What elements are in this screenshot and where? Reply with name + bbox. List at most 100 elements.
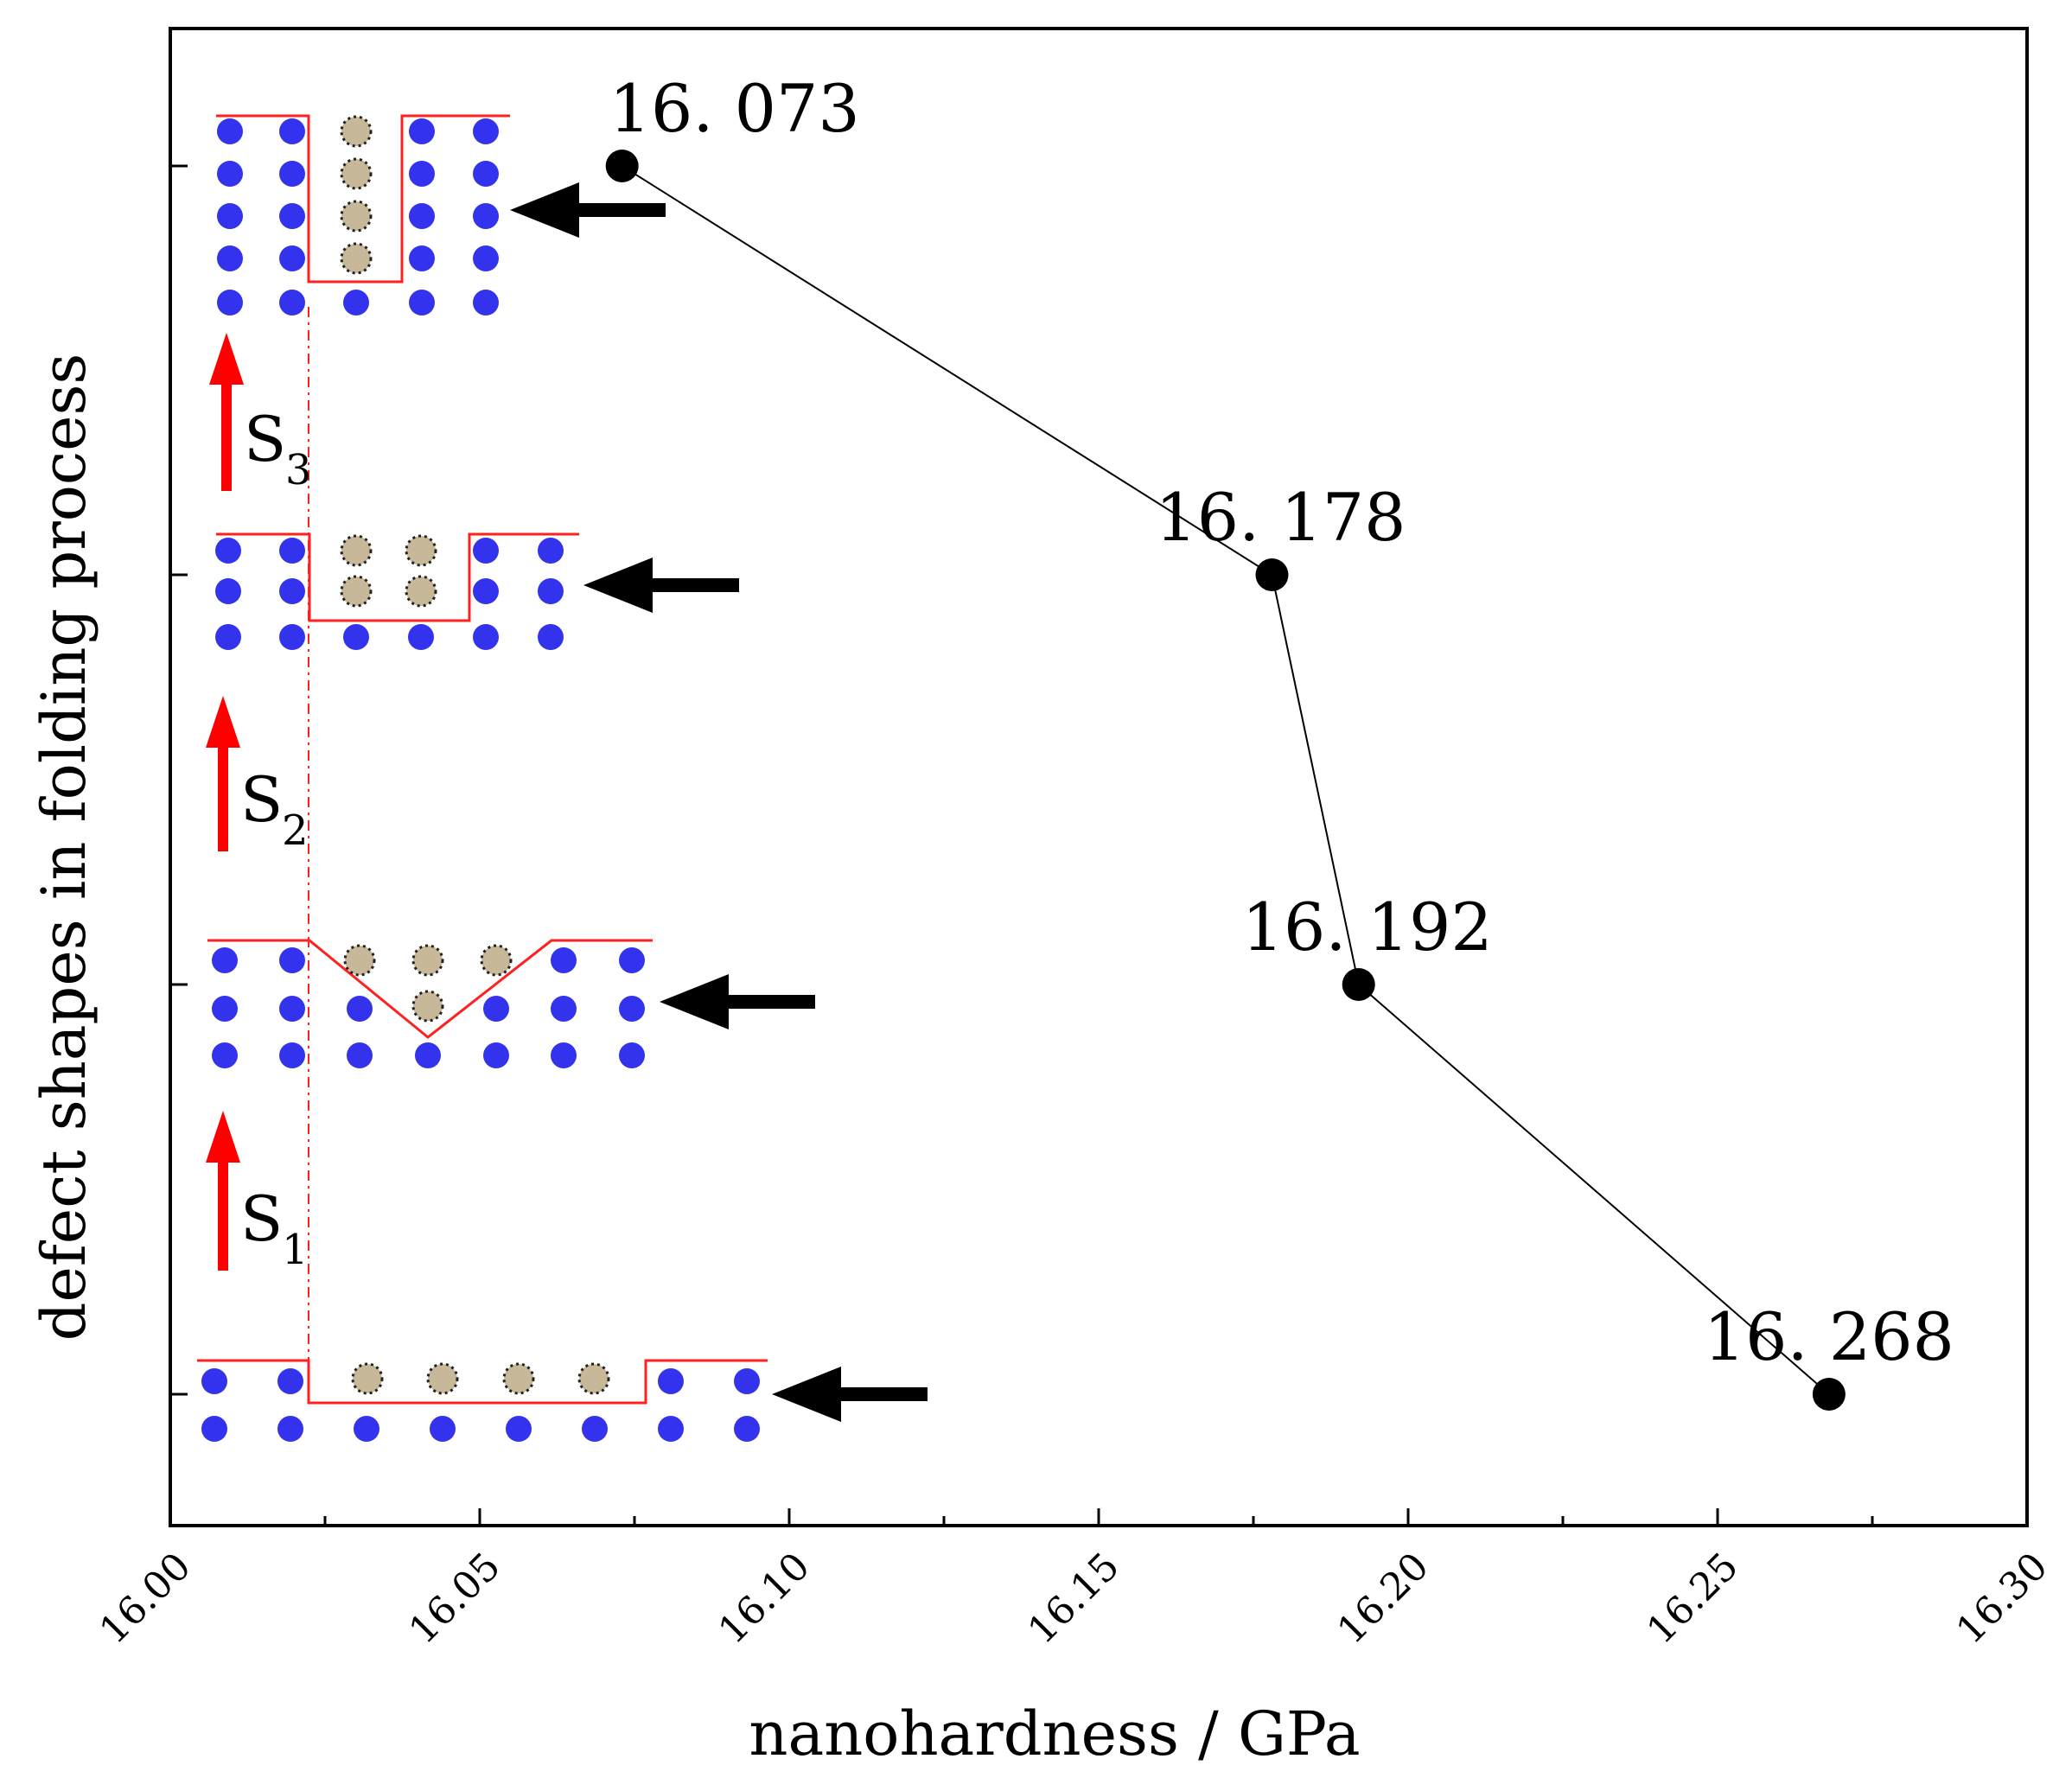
y-axis-title: defect shapes in folding process [29, 354, 99, 1341]
atom [551, 1042, 577, 1068]
atom [430, 1416, 456, 1442]
step-arrow-s2: S2 [206, 696, 309, 855]
x-axis-title: nanohardness / GPa [749, 1698, 1360, 1769]
atom [473, 245, 499, 271]
defect-atom [502, 1362, 535, 1395]
atom [215, 624, 241, 650]
step-label-subscript: 1 [282, 1226, 309, 1274]
atom [279, 996, 305, 1022]
defect-atom [577, 1362, 610, 1395]
atom [279, 578, 305, 604]
pointer-arrow-head [772, 1367, 841, 1422]
defect-atom [351, 1362, 384, 1395]
atom [538, 624, 564, 650]
atom [619, 996, 645, 1022]
pointer-arrow-shaft [832, 1387, 928, 1401]
atom [483, 996, 509, 1022]
series-layer: 16. 073 16. 178 16. 192 16. 268 [605, 70, 1954, 1411]
x-tick-label: 16.10 [711, 1545, 819, 1653]
defect-atom [340, 200, 373, 233]
atom [582, 1416, 608, 1442]
pointer-arrow-head [583, 558, 653, 613]
data-label: 16. 073 [609, 70, 860, 147]
defect-shape-flat-wide-defect [197, 1359, 928, 1442]
pointer-arrow-head [510, 182, 579, 238]
atom [619, 1042, 645, 1068]
atom [619, 947, 645, 973]
defect-atom [340, 115, 373, 148]
atom [409, 290, 435, 315]
step-label-subscript: 3 [285, 446, 312, 494]
defect-shape-deep-slot-defect [216, 114, 666, 315]
atom [279, 118, 305, 144]
data-point [1812, 1378, 1846, 1411]
atom [201, 1368, 227, 1394]
step-arrow-shaft [218, 1154, 228, 1271]
pointer-arrow-shaft [720, 995, 815, 1009]
pointer-arrow-shaft [644, 578, 739, 592]
pointer-arrow-shaft [571, 203, 666, 217]
defect-atom [340, 575, 373, 608]
step-label-subscript: 2 [282, 806, 309, 855]
atom [215, 578, 241, 604]
atom [408, 624, 434, 650]
atom [279, 203, 305, 229]
defect-atom [340, 157, 373, 190]
pointer-arrow-head [660, 974, 729, 1029]
atom [551, 947, 577, 973]
atom [279, 290, 305, 315]
defect-atom [340, 242, 373, 275]
atom [279, 1042, 305, 1068]
step-arrow-shaft [221, 376, 232, 491]
atom [217, 203, 243, 229]
atom [551, 996, 577, 1022]
atom [354, 1416, 379, 1442]
defect-atom [405, 534, 437, 567]
data-label: 16. 178 [1155, 479, 1406, 556]
atom [217, 290, 243, 315]
data-point [1255, 558, 1289, 591]
step-arrow-head [206, 1111, 240, 1163]
x-tick-label: 16.20 [1329, 1545, 1438, 1653]
x-tick-label: 16.05 [401, 1545, 509, 1653]
atom [409, 245, 435, 271]
atom [473, 538, 499, 564]
atom [473, 118, 499, 144]
atom [409, 203, 435, 229]
atom [279, 245, 305, 271]
atom [277, 1368, 303, 1394]
step-arrow-shaft [218, 739, 228, 851]
atom [279, 624, 305, 650]
step-arrow-head [209, 333, 244, 385]
step-arrow-s1: S1 [206, 1111, 309, 1274]
atom [212, 1042, 238, 1068]
step-arrow-s3: S3 [209, 333, 312, 494]
atom [215, 538, 241, 564]
x-tick-label: 16.25 [1639, 1545, 1747, 1653]
defect-atom [426, 1362, 459, 1395]
atom [347, 996, 373, 1022]
axes-layer: 16.00 16.05 16.10 16.15 16.20 16.25 16.30 [92, 27, 2056, 1653]
defect-atom [340, 534, 373, 567]
atom [734, 1416, 760, 1442]
defect-outline [197, 1359, 768, 1405]
defect-atom [480, 944, 513, 977]
atom [217, 118, 243, 144]
defect-atom [405, 575, 437, 608]
atom [409, 161, 435, 187]
atom [409, 118, 435, 144]
atom [473, 578, 499, 604]
atom [473, 624, 499, 650]
defect-outline [216, 114, 510, 284]
x-tick-label: 16.00 [92, 1545, 200, 1653]
step-label: S [240, 1182, 283, 1255]
data-label: 16. 268 [1704, 1298, 1954, 1375]
atom [279, 947, 305, 973]
data-label: 16. 192 [1242, 889, 1493, 965]
atom [279, 538, 305, 564]
atom [217, 161, 243, 187]
x-tick-label: 16.30 [1948, 1545, 2056, 1653]
atom [343, 290, 369, 315]
atom [538, 578, 564, 604]
